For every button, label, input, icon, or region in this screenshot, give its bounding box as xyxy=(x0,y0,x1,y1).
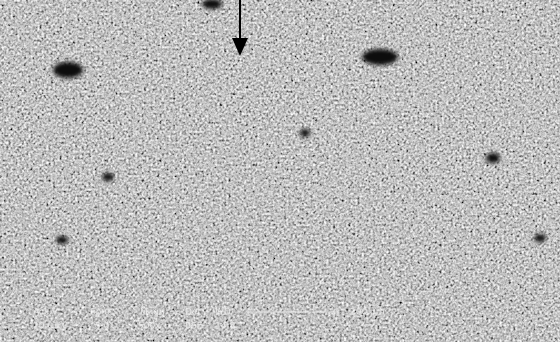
value: 500x xyxy=(138,322,161,332)
scale-label: 100 µm xyxy=(350,308,385,318)
texture xyxy=(0,0,560,342)
value: 14.8 xyxy=(215,322,235,332)
value: 20.0 kV xyxy=(33,322,68,332)
label: Spot xyxy=(90,308,111,318)
label: WD xyxy=(215,308,231,318)
value: 5.0 xyxy=(95,322,110,332)
label: Det xyxy=(185,308,201,318)
label: Acc.V xyxy=(33,308,59,318)
label: Magn xyxy=(140,308,165,318)
micrograph: Acc.V Spot Magn Det WD 20.0 kV 5.0 500x … xyxy=(0,0,560,342)
value: BSE xyxy=(185,322,203,332)
